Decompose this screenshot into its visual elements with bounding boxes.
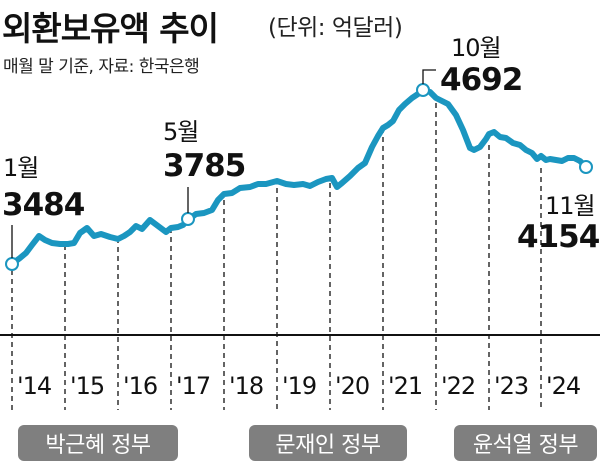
annotation-month-start: 1월 <box>3 154 39 182</box>
gridlines <box>11 103 542 410</box>
leader-lines <box>11 69 436 258</box>
period-badge-moon: 문재인 정부 <box>249 425 407 461</box>
annotation-month-2017: 5월 <box>163 118 199 146</box>
annotation-value-peak: 4692 <box>440 62 523 98</box>
reserve-line <box>9 87 589 267</box>
annotation-value-2017: 3785 <box>163 148 246 184</box>
x-label-2024: '24 <box>546 372 581 400</box>
x-label-2023: '23 <box>494 372 529 400</box>
x-label-2020: '20 <box>335 372 370 400</box>
annotation-value-latest: 4154 <box>517 219 600 255</box>
x-label-2017: '17 <box>176 372 211 400</box>
x-label-2018: '18 <box>229 372 264 400</box>
annotation-month-latest: 11월 <box>545 192 596 220</box>
x-label-2021: '21 <box>388 372 423 400</box>
x-label-2022: '22 <box>441 372 476 400</box>
period-badge-park: 박근혜 정부 <box>18 425 178 461</box>
x-label-2015: '15 <box>70 372 105 400</box>
marker-2014-01 <box>5 257 19 271</box>
annotation-value-start: 3484 <box>2 187 85 223</box>
unit-label: (단위: 억달러) <box>268 15 403 41</box>
highlight-markers <box>5 83 593 271</box>
marker-2021-10 <box>416 83 430 97</box>
chart-title: 외환보유액 추이 <box>2 9 219 48</box>
period-badge-yoon: 윤석열 정부 <box>454 425 597 461</box>
chart-subtitle: 매월 말 기준, 자료: 한국은행 <box>3 57 200 77</box>
marker-2024-11 <box>579 160 593 174</box>
x-label-2016: '16 <box>123 372 158 400</box>
annotation-month-peak: 10월 <box>451 34 502 62</box>
marker-2017-05 <box>181 212 195 226</box>
x-label-2014: '14 <box>17 372 52 400</box>
x-label-2019: '19 <box>282 372 317 400</box>
